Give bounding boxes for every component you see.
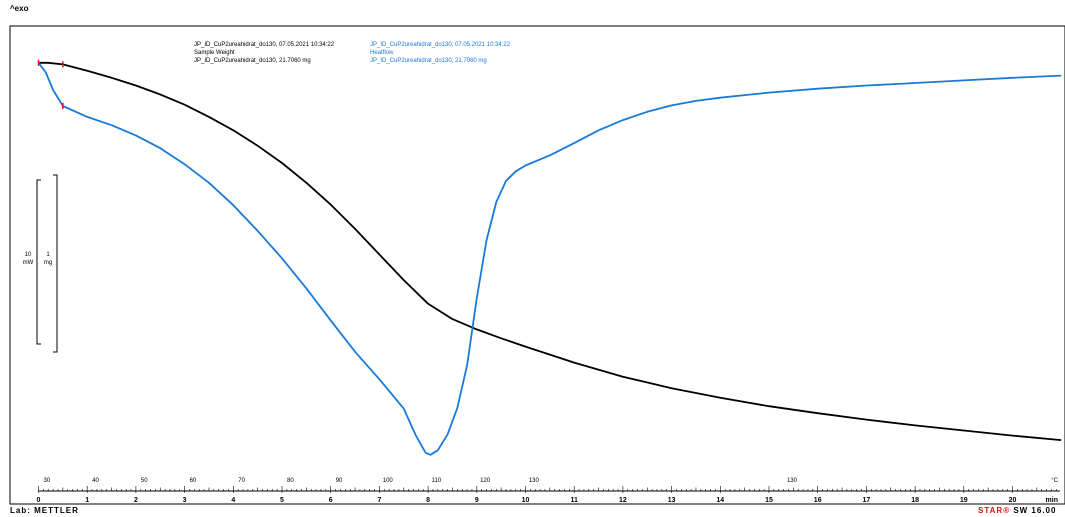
weight-scale-bar: [53, 174, 58, 353]
time-tick-label: 9: [475, 497, 479, 504]
time-tick-label: 8: [426, 497, 430, 504]
time-tick-label: 17: [863, 497, 871, 504]
software-version: STAR® SW 16.00: [978, 506, 1056, 515]
time-tick-label: 12: [619, 497, 627, 504]
legend-weight-line1: JP_ID_CuP2ureahidrat_do130, 07.05.2021 1…: [194, 42, 335, 48]
time-tick-label: 0: [37, 497, 41, 504]
time-tick-label: 15: [765, 497, 773, 504]
weight-scale-label: 1 mg: [41, 251, 55, 267]
legend-heatflow-line2: Heatflow: [370, 50, 394, 56]
time-tick-label: 10: [522, 497, 530, 504]
time-tick-label: 19: [960, 497, 968, 504]
legend-sample-weight: JP_ID_CuP2ureahidrat_do130, 07.05.2021 1…: [194, 41, 334, 65]
scale-bars: [36, 174, 58, 353]
temperature-tick-label: 130: [529, 478, 540, 484]
legend-heatflow-line1: JP_ID_CuP2ureahidrat_do130, 07.05.2021 1…: [370, 42, 511, 48]
time-tick-label: 1: [85, 497, 89, 504]
heatflow-curve: [37, 62, 1062, 456]
time-tick-label: 14: [716, 497, 724, 504]
time-tick-label: 3: [183, 497, 187, 504]
legend-weight-line3: JP_ID_CuP2ureahidrat_do130, 21.7060 mg: [194, 58, 311, 64]
time-tick-label: 16: [814, 497, 822, 504]
heatflow-scale-unit: mW: [22, 260, 34, 266]
temperature-tick-label: 50: [141, 478, 148, 484]
temperature-tick-label: 90: [336, 478, 343, 484]
temperature-axis-unit: °C: [1051, 478, 1058, 484]
sample-weight-curve: [38, 61, 1062, 441]
time-tick-label: 7: [377, 497, 381, 504]
software-star: STAR: [978, 506, 1004, 515]
time-tick-label: 2: [134, 497, 138, 504]
time-tick-label: 13: [668, 497, 676, 504]
temperature-tick-label: 120: [480, 478, 491, 484]
temperature-axis: 30 40 50 60 70 80 90 100 110 120 130 130 °C: [44, 478, 1059, 484]
time-tick-label: 20: [1009, 497, 1017, 504]
lab-label: Lab: METTLER: [10, 506, 79, 515]
weight-scale-value: 1: [46, 252, 50, 258]
weight-scale-unit: mg: [43, 260, 53, 266]
temperature-tick-label: 110: [432, 478, 442, 484]
time-tick-label: 5: [280, 497, 284, 504]
time-axis-unit: min: [1046, 497, 1058, 504]
temperature-tick-label: 30: [44, 478, 51, 484]
temperature-tick-label: 100: [383, 478, 394, 484]
software-mark: ®: [1003, 506, 1011, 515]
temperature-tick-label: 40: [92, 478, 99, 484]
exo-direction-label: ^exo: [10, 4, 29, 13]
legend-heatflow: JP_ID_CuP2ureahidrat_do130, 07.05.2021 1…: [370, 41, 510, 65]
temperature-tick-label: 130: [787, 478, 798, 484]
time-tick-label: 18: [911, 497, 919, 504]
time-tick-label: 6: [329, 497, 333, 504]
legend-weight-line2: Sample Weight: [194, 50, 235, 56]
temperature-tick-label: 70: [238, 478, 245, 484]
time-tick-label: 4: [231, 497, 235, 504]
temperature-tick-label: 60: [190, 478, 197, 484]
heatflow-scale-label: 10 mW: [20, 251, 36, 267]
software-version-number: SW 16.00: [1010, 506, 1057, 515]
time-axis: 0 1 2 3 4 5 6 7 8 9 10 11 12 13 14 15 16 17 18 19 20 min: [37, 486, 1060, 504]
heatflow-scale-value: 10: [24, 252, 32, 258]
curves: [37, 59, 1062, 456]
legend-heatflow-line3: JP_ID_CuP2ureahidrat_do130, 21.7060 mg: [370, 58, 487, 64]
time-tick-label: 11: [570, 497, 578, 504]
plot-frame: [9, 25, 1065, 505]
heatflow-scale-bar: [36, 179, 41, 345]
temperature-tick-label: 80: [287, 478, 294, 484]
